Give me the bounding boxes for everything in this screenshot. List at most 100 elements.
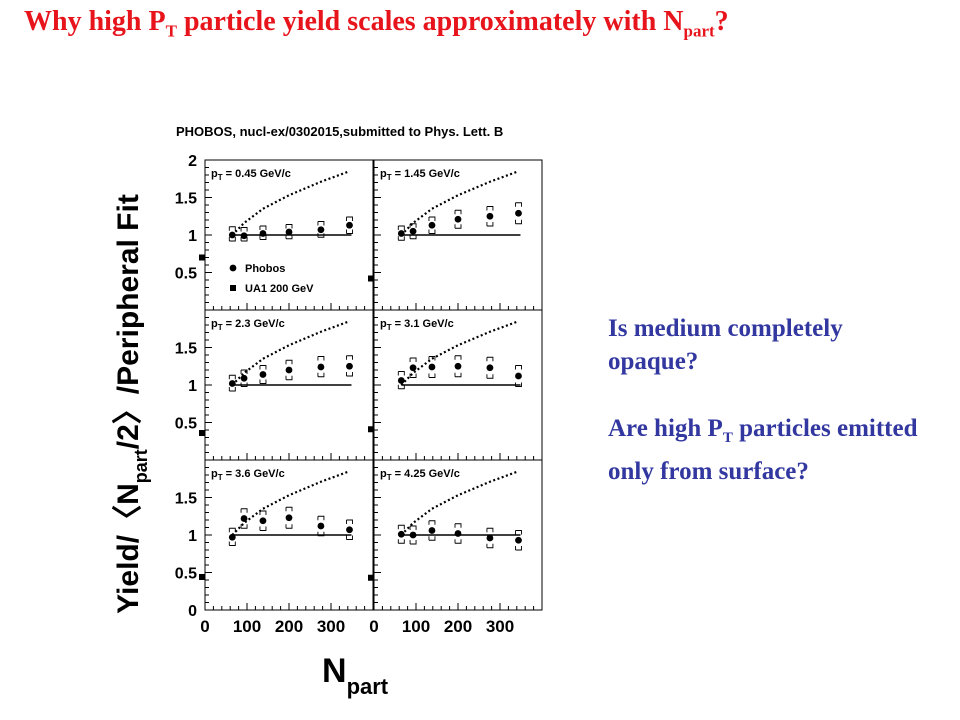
y-tick-label: 1.5 xyxy=(175,491,197,508)
systematic-bracket-high xyxy=(346,519,353,524)
systematic-bracket-high xyxy=(454,209,462,215)
systematic-bracket-low xyxy=(240,524,248,529)
y-axis-label: Yield/〈Npart/2〉/Peripheral Fit xyxy=(112,194,151,614)
systematic-bracket-high xyxy=(397,524,405,530)
systematic-bracket-low xyxy=(454,539,462,544)
phobos-point xyxy=(409,364,417,372)
systematic-bracket-high xyxy=(240,227,248,232)
systematic-bracket-high xyxy=(428,520,436,525)
panel-pt-label: pT = 3.6 GeV/c xyxy=(211,468,285,482)
ua1-point xyxy=(368,426,374,433)
phobos-point xyxy=(397,230,405,237)
systematic-bracket-low xyxy=(486,543,494,549)
phobos-point xyxy=(317,363,325,371)
ncoll-scaling-curve xyxy=(400,470,519,536)
systematic-bracket-low xyxy=(454,372,462,378)
systematic-bracket-low xyxy=(346,535,353,540)
ncoll-scaling-curve xyxy=(400,170,519,236)
systematic-bracket-low xyxy=(259,526,267,531)
phobos-point xyxy=(259,517,267,525)
ncoll-scaling-curve xyxy=(231,170,350,236)
question2-subscript: T xyxy=(722,430,733,446)
systematic-bracket-low xyxy=(317,233,325,238)
systematic-bracket-low xyxy=(285,524,293,529)
question2-text: Are high P xyxy=(608,415,723,442)
x-tick-label: 0 xyxy=(200,617,209,636)
systematic-bracket-high xyxy=(486,527,494,533)
x-tick-label: 200 xyxy=(275,617,303,636)
x-tick-label: 0 xyxy=(369,617,378,636)
question-surface: Are high PT particles emitted only from … xyxy=(608,412,938,488)
legend-square-marker xyxy=(230,285,236,291)
systematic-bracket-high xyxy=(515,530,522,535)
systematic-bracket-high xyxy=(409,525,417,530)
y-tick-label: 1 xyxy=(188,378,197,395)
systematic-bracket-low xyxy=(428,373,436,378)
y-tick-label: 0.5 xyxy=(175,266,197,283)
systematic-bracket-low xyxy=(285,375,293,381)
ua1-point xyxy=(199,574,205,580)
phobos-point xyxy=(428,363,436,371)
systematic-bracket-low xyxy=(397,539,405,544)
systematic-bracket-high xyxy=(515,365,522,370)
systematic-bracket-low xyxy=(397,236,405,241)
systematic-bracket-high xyxy=(317,356,325,361)
phobos-point xyxy=(240,515,248,522)
phobos-point xyxy=(228,533,236,541)
phobos-point xyxy=(228,380,236,387)
systematic-bracket-low xyxy=(317,372,325,378)
ncoll-scaling-curve xyxy=(231,470,350,536)
systematic-bracket-high xyxy=(409,223,417,228)
systematic-bracket-low xyxy=(409,234,417,240)
question2-text-rest: particles emitted only from surface? xyxy=(608,415,918,485)
ua1-point xyxy=(368,574,374,581)
phobos-point xyxy=(486,534,494,542)
question-opaque: Is medium completely opaque? xyxy=(608,315,843,375)
phobos-point xyxy=(228,231,236,239)
y-tick-label: 1 xyxy=(188,228,197,245)
ncoll-scaling-curve xyxy=(400,320,519,386)
slide-title: Why high PT particle yield scales approx… xyxy=(24,6,954,42)
phobos-point xyxy=(454,530,462,537)
phobos-point xyxy=(454,215,462,223)
panel-pt-label: pT = 0.45 GeV/c xyxy=(211,168,291,182)
phobos-point xyxy=(259,371,267,378)
title-text-mid: particle yield scales approximately with… xyxy=(176,6,684,37)
title-text: Why high P xyxy=(24,6,166,37)
systematic-bracket-low xyxy=(454,224,462,229)
phobos-point xyxy=(317,522,325,530)
systematic-bracket-high xyxy=(397,225,405,230)
legend-circle-marker xyxy=(229,264,237,272)
systematic-bracket-low xyxy=(317,531,325,537)
systematic-bracket-high xyxy=(228,527,236,533)
phobos-point xyxy=(240,232,248,240)
systematic-bracket-low xyxy=(228,237,236,242)
systematic-bracket-low xyxy=(515,382,522,387)
ua1-point xyxy=(199,430,205,436)
systematic-bracket-low xyxy=(486,374,494,379)
phobos-point xyxy=(454,362,462,370)
phobos-point xyxy=(397,377,405,384)
systematic-bracket-low xyxy=(409,373,417,378)
panel-pt-label: pT = 2.3 GeV/c xyxy=(211,318,285,332)
phobos-point xyxy=(346,526,353,534)
systematic-bracket-high xyxy=(409,357,417,362)
phobos-point xyxy=(486,212,494,220)
panel-pt-label: pT = 3.1 GeV/c xyxy=(380,318,454,332)
y-tick-label: 0 xyxy=(188,603,197,620)
phobos-point xyxy=(240,374,248,382)
systematic-bracket-high xyxy=(346,216,353,221)
phobos-point xyxy=(346,362,353,370)
y-tick-label: 1.5 xyxy=(175,191,197,208)
legend-label: UA1 200 GeV xyxy=(245,283,314,295)
phobos-point xyxy=(428,527,436,534)
panel-pt-label: pT = 1.45 GeV/c xyxy=(380,168,460,182)
systematic-bracket-high xyxy=(259,510,267,515)
systematic-bracket-high xyxy=(515,202,522,207)
x-tick-label: 300 xyxy=(317,617,345,636)
ua1-point xyxy=(199,254,205,261)
systematic-bracket-low xyxy=(515,219,522,225)
systematic-bracket-low xyxy=(240,237,248,242)
panel-pt-label: pT = 4.25 GeV/c xyxy=(380,468,460,482)
title-question-mark: ? xyxy=(714,6,729,37)
